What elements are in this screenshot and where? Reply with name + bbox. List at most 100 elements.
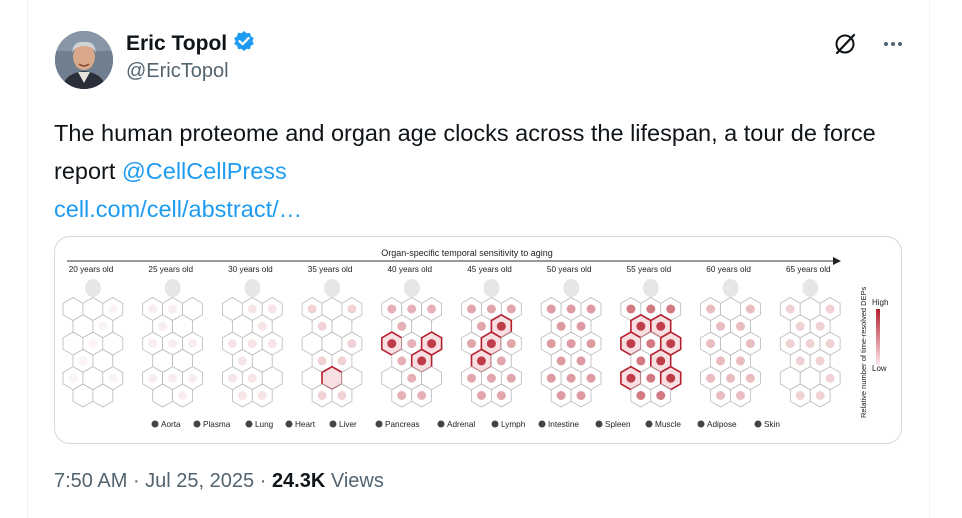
body-head-icon <box>802 279 818 297</box>
organ-glyph-icon <box>188 339 197 348</box>
organ-glyph-icon <box>587 374 596 383</box>
scale-title: Relative number of time-resolved DEPs <box>859 286 868 418</box>
mention-link[interactable]: @CellCellPress <box>122 158 287 184</box>
avatar[interactable] <box>55 31 113 89</box>
organ-glyph-icon <box>88 339 97 348</box>
timeline-arrow-icon <box>833 257 841 265</box>
organ-muscle-icon <box>646 421 653 428</box>
organ-glyph-icon <box>796 391 805 400</box>
organ-glyph-icon <box>826 374 835 383</box>
organ-glyph-icon <box>507 339 516 348</box>
organ-glyph-icon <box>487 305 496 314</box>
organ-spleen-icon <box>596 421 603 428</box>
organ-glyph-icon <box>626 339 635 348</box>
organ-glyph-icon <box>467 374 476 383</box>
organ-glyph-icon <box>347 339 356 348</box>
organ-glyph-icon <box>746 305 755 314</box>
organ-glyph-icon <box>636 356 645 365</box>
organ-skin-icon <box>755 421 762 428</box>
organ-glyph-icon <box>636 391 645 400</box>
organ-glyph-icon <box>746 339 755 348</box>
organ-glyph-icon <box>248 305 257 314</box>
organ-glyph-icon <box>557 391 566 400</box>
views-label: Views <box>331 470 384 492</box>
organ-glyph-icon <box>228 339 237 348</box>
organ-glyph-icon <box>168 305 177 314</box>
organ-glyph-icon <box>796 322 805 331</box>
organ-glyph-icon <box>826 339 835 348</box>
author-handle[interactable]: @EricTopol <box>126 60 229 83</box>
author-name[interactable]: Eric Topol <box>126 32 227 56</box>
age-label: 55 years old <box>627 265 672 274</box>
organ-glyph-icon <box>557 356 566 365</box>
organ-glyph-icon <box>397 391 406 400</box>
organ-glyph-icon <box>646 305 655 314</box>
organ-glyph-icon <box>497 322 506 331</box>
organ-glyph-icon <box>98 322 107 331</box>
organ-glyph-icon <box>786 305 795 314</box>
organ-legend-label: Adipose <box>707 420 737 429</box>
tweet-date[interactable]: Jul 25, 2025 <box>145 470 254 492</box>
organ-legend-label: Adrenal <box>447 420 475 429</box>
age-panel: 20 years old <box>63 265 123 407</box>
organ-glyph-icon <box>706 305 715 314</box>
organ-glyph-icon <box>78 356 87 365</box>
organ-glyph-icon <box>487 339 496 348</box>
organ-glyph-icon <box>497 391 506 400</box>
organ-glyph-icon <box>248 374 257 383</box>
media-card[interactable]: Organ-specific temporal sensitivity to a… <box>54 236 902 444</box>
organ-glyph-icon <box>108 305 117 314</box>
age-panel: 65 years old <box>780 265 840 407</box>
organ-glyph-icon <box>656 322 665 331</box>
age-label: 20 years old <box>69 265 114 274</box>
organ-glyph-icon <box>547 339 556 348</box>
verified-badge-icon <box>233 30 255 57</box>
organ-glyph-icon <box>108 374 117 383</box>
age-label: 50 years old <box>547 265 592 274</box>
organ-glyph-icon <box>268 339 277 348</box>
organ-glyph-icon <box>467 305 476 314</box>
tweet-meta: 7:50 AM · Jul 25, 2025 · 24.3K Views <box>54 470 384 493</box>
organ-glyph-icon <box>567 305 576 314</box>
organ-glyph-icon <box>337 391 346 400</box>
organ-intestine-icon <box>539 421 546 428</box>
organ-glyph-icon <box>308 305 317 314</box>
age-panel: 50 years old <box>541 265 601 407</box>
organ-glyph-icon <box>407 374 416 383</box>
organ-glyph-icon <box>477 391 486 400</box>
organ-glyph-icon <box>417 356 426 365</box>
age-label: 65 years old <box>786 265 831 274</box>
organ-glyph-icon <box>427 339 436 348</box>
organ-plasma-icon <box>194 421 201 428</box>
organ-glyph-icon <box>467 339 476 348</box>
organ-glyph-icon <box>716 391 725 400</box>
article-link[interactable]: cell.com/cell/abstract/… <box>54 196 302 222</box>
organ-glyph-icon <box>636 322 645 331</box>
organ-glyph-icon <box>397 322 406 331</box>
author-name-row[interactable]: Eric Topol <box>126 30 255 57</box>
organ-glyph-icon <box>507 374 516 383</box>
grok-icon[interactable] <box>832 31 858 57</box>
timeline-left-border <box>27 0 28 518</box>
organ-glyph-icon <box>736 391 745 400</box>
organ-glyph-icon <box>337 356 346 365</box>
organ-glyph-icon <box>706 374 715 383</box>
organ-glyph-icon <box>268 305 277 314</box>
organ-glyph-icon <box>547 305 556 314</box>
organ-glyph-icon <box>656 356 665 365</box>
organ-glyph-icon <box>427 305 436 314</box>
age-label: 25 years old <box>148 265 193 274</box>
organ-glyph-icon <box>387 305 396 314</box>
body-head-icon <box>85 279 101 297</box>
age-panels: 20 years old 25 years old 30 years old 35 y… <box>63 265 840 407</box>
organ-glyph-icon <box>507 305 516 314</box>
organ-glyph-icon <box>666 305 675 314</box>
tweet-time[interactable]: 7:50 AM <box>54 470 127 492</box>
organ-glyph-icon <box>646 374 655 383</box>
organ-heart-icon <box>286 421 293 428</box>
organ-glyph-icon <box>656 391 665 400</box>
organ-glyph-icon <box>547 374 556 383</box>
more-options-icon[interactable] <box>880 31 906 57</box>
organ-glyph-icon <box>577 322 586 331</box>
organ-glyph-icon <box>816 322 825 331</box>
